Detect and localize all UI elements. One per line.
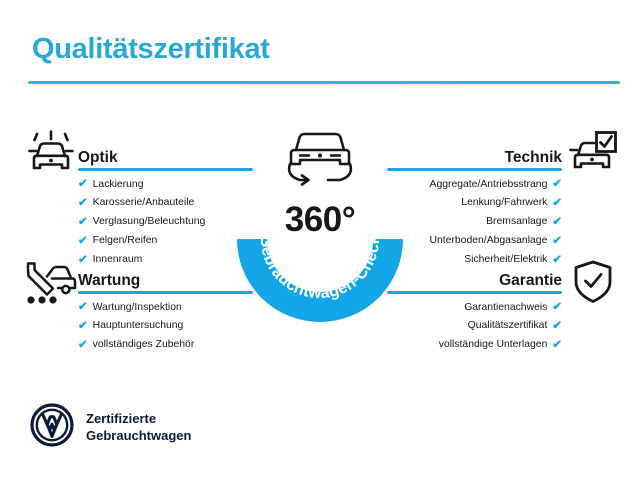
section-garantie: Garantie Garantienachweis ✔ Qualitätszer… <box>387 265 562 359</box>
section-divider <box>78 168 253 171</box>
check-icon: ✔ <box>552 234 562 247</box>
page-title: Qualitätszertifikat <box>32 33 270 65</box>
section-title: Wartung <box>78 272 141 289</box>
list-item-label: Qualitätszertifikat <box>467 320 548 332</box>
list-item: Qualitätszertifikat ✔ <box>387 319 562 333</box>
list-item: Aggregate/Antriebsstrang ✔ <box>387 178 562 191</box>
check-icon: ✔ <box>78 178 88 190</box>
vw-certified-label: Zertifizierte Gebrauchtwagen <box>86 411 191 444</box>
checklist-optik: ✔ Lackierung ✔ Karosserie/Anbauteile ✔ V… <box>78 178 253 267</box>
check-icon: ✔ <box>552 215 562 228</box>
check-icon: ✔ <box>78 253 88 266</box>
list-item: ✔ Wartung/Inspektion <box>78 301 253 314</box>
check-icon: ✔ <box>552 338 562 351</box>
list-item: ✔ Hauptuntersuchung <box>78 319 253 333</box>
vw-logo <box>30 403 74 452</box>
list-item-label: Bremsanlage <box>486 216 548 228</box>
section-header-garantie: Garantie <box>387 265 562 294</box>
list-item: Bremsanlage ✔ <box>387 215 562 229</box>
section-divider <box>78 291 253 294</box>
vw-label-line2: Gebrauchtwagen <box>86 427 192 443</box>
list-item-label: Karosserie/Anbauteile <box>92 197 195 209</box>
list-item-label: Felgen/Reifen <box>92 235 158 247</box>
list-item-label: Hauptuntersuchung <box>92 320 184 332</box>
list-item: ✔ Verglasung/Beleuchtung <box>78 215 253 229</box>
list-item-label: vollständige Unterlagen <box>438 339 548 351</box>
check-icon: ✔ <box>78 319 88 332</box>
list-item: Sicherheit/Elektrik ✔ <box>387 253 562 267</box>
header-divider <box>28 81 620 84</box>
list-item-label: Garantienachweis <box>464 301 548 313</box>
wrench-car-icon <box>22 259 78 310</box>
check-icon: ✔ <box>78 338 88 351</box>
section-technik: Technik Aggregate/Antriebsstrang ✔ Lenku… <box>387 142 562 273</box>
list-item-label: Sicherheit/Elektrik <box>464 254 548 266</box>
section-title: Technik <box>504 149 562 166</box>
section-divider <box>387 168 562 171</box>
vw-label-line1: Zertifizierte <box>86 410 157 426</box>
section-header-technik: Technik <box>387 142 562 171</box>
list-item-label: Lackierung <box>92 178 144 190</box>
section-header-optik: Optik <box>78 142 253 171</box>
section-header-wartung: Wartung <box>78 265 253 294</box>
badge-360-gebrauchtwagen-check: Gebrauchtwagen-Check 360° <box>230 122 410 322</box>
check-icon: ✔ <box>552 178 562 190</box>
checklist-technik: Aggregate/Antriebsstrang ✔ Lenkung/Fahrw… <box>387 178 563 267</box>
list-item-label: Aggregate/Antriebsstrang <box>429 178 548 190</box>
section-divider <box>387 291 562 294</box>
list-item-label: Verglasung/Beleuchtung <box>92 216 206 228</box>
shield-check-icon <box>572 259 614 310</box>
check-icon: ✔ <box>552 253 562 266</box>
list-item: Lenkung/Fahrwerk ✔ <box>387 196 562 210</box>
list-item: ✔ Lackierung <box>78 178 253 191</box>
list-item: ✔ vollständiges Zubehör <box>78 338 253 352</box>
list-item-label: Innenraum <box>92 254 143 266</box>
section-title: Garantie <box>499 272 562 289</box>
list-item: Unterboden/Abgasanlage ✔ <box>387 234 563 248</box>
list-item: vollständige Unterlagen ✔ <box>387 338 562 352</box>
list-item: ✔ Karosserie/Anbauteile <box>78 196 253 210</box>
badge-center-value: 360° <box>284 200 356 239</box>
checklist-garantie: Garantienachweis ✔ Qualitätszertifikat ✔… <box>387 301 562 352</box>
check-icon: ✔ <box>78 215 88 228</box>
car-checkbox-icon <box>568 130 618 183</box>
section-wartung: Wartung ✔ Wartung/Inspektion ✔ Hauptunte… <box>78 265 253 359</box>
checklist-wartung: ✔ Wartung/Inspektion ✔ Hauptuntersuchung… <box>78 301 253 352</box>
list-item-label: Lenkung/Fahrwerk <box>461 197 548 209</box>
section-optik: Optik ✔ Lackierung ✔ Karosserie/Anbautei… <box>78 142 253 273</box>
list-item-label: Wartung/Inspektion <box>92 301 182 313</box>
list-item: ✔ Innenraum <box>78 253 253 267</box>
section-title: Optik <box>78 149 118 166</box>
check-icon: ✔ <box>78 234 88 247</box>
list-item-label: Unterboden/Abgasanlage <box>429 235 548 247</box>
list-item: ✔ Felgen/Reifen <box>78 234 253 248</box>
check-icon: ✔ <box>552 196 562 209</box>
car-shine-icon <box>26 130 76 183</box>
check-icon: ✔ <box>552 319 562 332</box>
check-icon: ✔ <box>552 301 562 313</box>
list-item-label: vollständiges Zubehör <box>92 339 195 351</box>
list-item: Garantienachweis ✔ <box>387 301 562 314</box>
check-icon: ✔ <box>78 196 88 209</box>
check-icon: ✔ <box>78 301 88 313</box>
vw-certified-logo-block: Zertifizierte Gebrauchtwagen <box>30 403 191 452</box>
